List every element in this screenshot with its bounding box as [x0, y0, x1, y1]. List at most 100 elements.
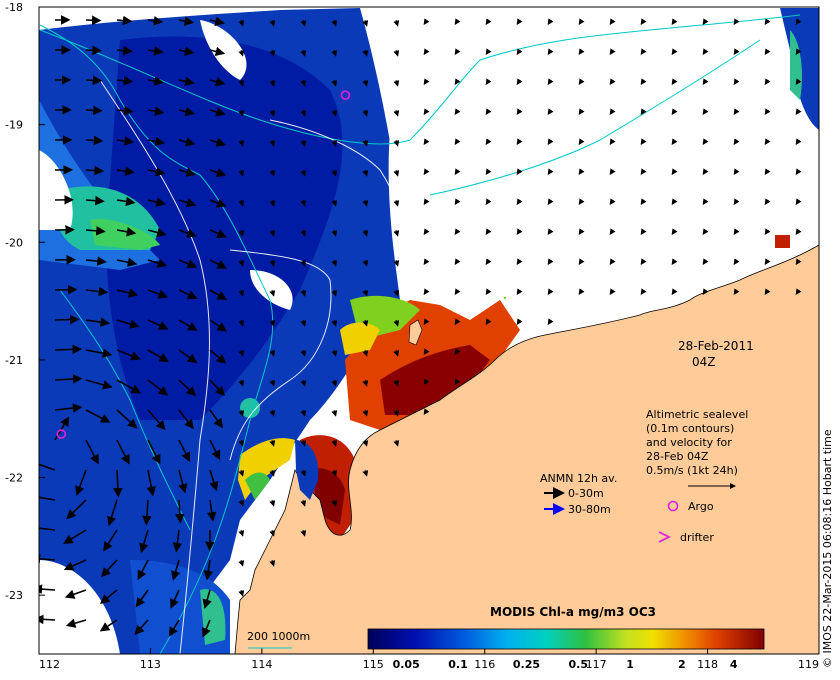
velocity-arrow	[423, 18, 430, 25]
velocity-arrow	[137, 559, 149, 581]
velocity-arrow	[640, 198, 647, 205]
depth-legend: 200 1000m	[247, 630, 310, 649]
altimetry-legend: Altimetric sealevel (0.1m contours) and …	[646, 408, 748, 489]
velocity-arrow	[640, 258, 647, 265]
velocity-arrow	[362, 79, 369, 87]
velocity-arrow	[116, 106, 134, 116]
velocity-arrow	[147, 439, 161, 465]
velocity-arrow	[516, 78, 523, 85]
velocity-arrow	[516, 108, 523, 115]
velocity-arrow	[331, 439, 338, 447]
velocity-arrow	[331, 319, 338, 327]
velocity-arrow	[178, 289, 198, 300]
australia-land	[234, 244, 819, 654]
velocity-arrow	[238, 439, 245, 447]
velocity-arrow	[485, 18, 492, 25]
velocity-arrow	[795, 228, 802, 235]
colorbar-ticks: 0.05 0.1 0.25 0.5 1 2 4	[393, 658, 738, 671]
velocity-arrow	[671, 48, 678, 55]
velocity-arrow	[147, 76, 165, 86]
velocity-arrow	[100, 559, 118, 578]
velocity-arrow	[640, 288, 647, 295]
velocity-arrow	[99, 619, 118, 632]
barrow-island	[408, 319, 423, 346]
velocity-arrow	[485, 48, 492, 55]
velocity-arrow	[75, 469, 87, 496]
velocity-arrow	[300, 19, 307, 27]
depth-label: 200 1000m	[247, 630, 310, 643]
velocity-arrow	[116, 349, 141, 361]
velocity-arrow	[578, 18, 585, 25]
velocity-arrow	[178, 319, 198, 331]
velocity-arrow	[85, 105, 103, 116]
velocity-arrow	[238, 199, 245, 207]
colorbar: MODIS Chl-a mg/m3 OC3 0.05 0.1 0.25 0.5 1 2 4	[367, 605, 765, 671]
velocity-arrow	[578, 78, 585, 85]
velocity-arrow	[300, 199, 307, 207]
velocity-arrow	[702, 258, 709, 265]
velocity-arrow	[206, 499, 217, 522]
velocity-arrow	[733, 198, 740, 205]
velocity-arrow	[609, 18, 616, 25]
velocity-arrow	[516, 318, 523, 325]
velocity-arrow	[795, 18, 802, 25]
velocity-arrow	[116, 227, 137, 237]
velocity-arrow	[609, 138, 616, 145]
y-tick-label: -21	[5, 354, 23, 367]
velocity-arrow	[640, 48, 647, 55]
velocity-arrow	[209, 198, 227, 208]
velocity-arrow	[238, 19, 245, 27]
x-tick-label: 112	[39, 658, 60, 671]
velocity-arrow	[393, 349, 400, 357]
velocity-arrow	[39, 459, 56, 471]
colorbar-title: MODIS Chl-a mg/m3 OC3	[490, 605, 656, 619]
velocity-arrow	[147, 197, 167, 207]
velocity-arrow	[269, 229, 276, 237]
velocity-arrow	[733, 168, 740, 175]
velocity-arrow	[671, 168, 678, 175]
velocity-arrows	[39, 15, 802, 638]
velocity-arrow	[393, 409, 400, 417]
velocity-arrow	[393, 199, 400, 207]
velocity-arrow	[269, 319, 276, 327]
velocity-arrow	[362, 229, 369, 237]
velocity-arrow	[516, 168, 523, 175]
velocity-arrow	[147, 136, 165, 147]
velocity-arrow	[516, 198, 523, 205]
velocity-arrow	[238, 409, 245, 417]
velocity-arrow	[39, 527, 56, 531]
velocity-arrow	[485, 168, 492, 175]
argo-markers	[56, 90, 351, 439]
velocity-arrow	[362, 259, 369, 267]
velocity-arrow	[85, 286, 109, 297]
velocity-arrow	[454, 18, 461, 25]
velocity-arrow	[300, 529, 307, 537]
y-tick-label: -19	[5, 119, 23, 132]
velocity-arrow	[300, 409, 307, 417]
velocity-arrow	[116, 166, 135, 176]
velocity-arrow	[331, 469, 338, 477]
velocity-arrow	[202, 589, 212, 610]
velocity-arrow	[178, 137, 196, 147]
velocity-arrow	[362, 469, 369, 477]
velocity-arrow	[238, 589, 245, 597]
velocity-arrow	[269, 19, 276, 27]
velocity-arrow	[393, 379, 400, 387]
velocity-arrow	[238, 529, 245, 537]
velocity-arrow	[423, 258, 430, 265]
velocity-arrow	[99, 589, 118, 604]
velocity-arrow	[147, 227, 167, 238]
velocity-arrow	[113, 469, 123, 498]
velocity-arrow	[300, 289, 307, 297]
x-tick-label: 119	[798, 658, 819, 671]
velocity-arrow	[485, 138, 492, 145]
velocity-arrow	[454, 78, 461, 85]
velocity-arrow	[393, 19, 400, 27]
velocity-arrow	[702, 78, 709, 85]
velocity-arrow	[39, 553, 56, 564]
velocity-arrow	[178, 469, 188, 494]
velocity-arrow	[362, 199, 369, 207]
velocity-arrow	[238, 79, 245, 87]
velocity-arrow	[238, 349, 245, 357]
